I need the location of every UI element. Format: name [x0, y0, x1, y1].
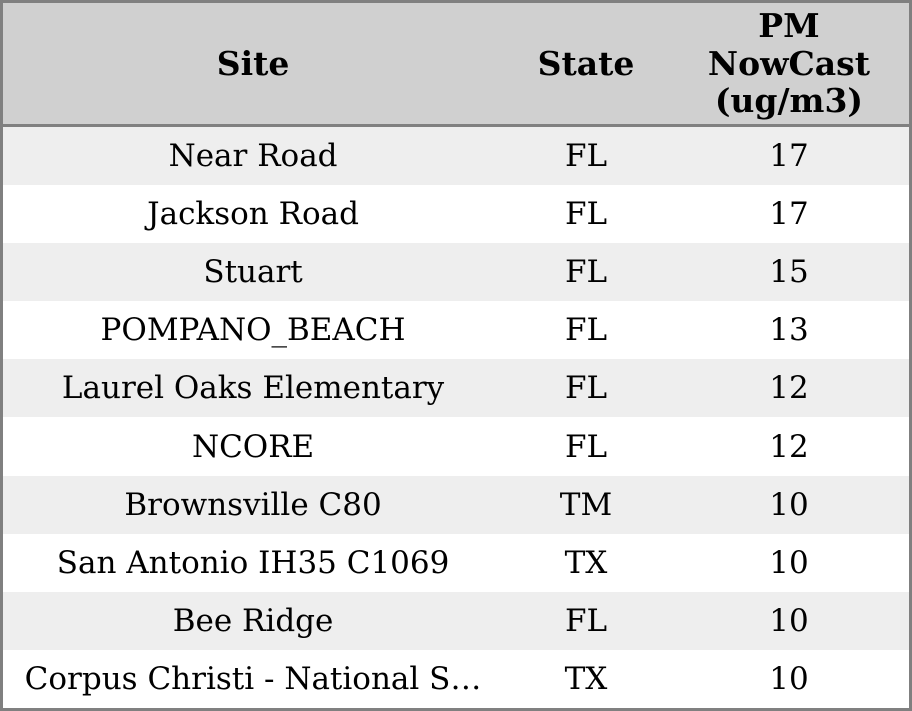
column-header-pm-nowcast-label: PM NowCast (ug/m3) — [707, 5, 870, 121]
table-body: Near Road FL 17 Jackson Road FL 17 Stuar… — [3, 127, 909, 708]
state-cell: FL — [564, 370, 608, 407]
state-cell: TX — [564, 544, 608, 581]
value-cell: 17 — [769, 138, 809, 175]
table-row: Stuart FL 15 — [3, 243, 909, 302]
value-cell: 10 — [769, 544, 809, 581]
value-cell: 10 — [769, 486, 809, 523]
value-cell: 12 — [769, 428, 809, 465]
state-cell: FL — [564, 602, 608, 639]
table-row: San Antonio IH35 C1069 TX 10 — [3, 533, 909, 592]
table-row: Bee Ridge FL 10 — [3, 591, 909, 650]
column-header-site[interactable]: Site — [216, 44, 290, 83]
value-cell: 12 — [769, 370, 809, 407]
state-cell: TM — [559, 486, 613, 523]
table-row: Brownsville C80 TM 10 — [3, 475, 909, 534]
site-cell: Jackson Road — [147, 196, 359, 233]
site-cell: POMPANO_BEACH — [100, 312, 406, 349]
value-cell: 10 — [769, 602, 809, 639]
table-row: Laurel Oaks Elementary FL 12 — [3, 359, 909, 418]
site-cell: Brownsville C80 — [124, 486, 382, 523]
state-cell: FL — [564, 312, 608, 349]
state-cell: FL — [564, 254, 608, 291]
state-cell: FL — [564, 138, 608, 175]
table-row: NCORE FL 12 — [3, 417, 909, 476]
site-cell: Corpus Christi - National S… — [24, 660, 482, 697]
value-cell: 15 — [769, 254, 809, 291]
table-header: Site State PM NowCast (ug/m3) — [3, 3, 909, 127]
table-row: Corpus Christi - National S… TX 10 — [3, 649, 909, 708]
state-cell: TX — [564, 660, 608, 697]
table-row: Near Road FL 17 — [3, 127, 909, 186]
site-cell: Laurel Oaks Elementary — [61, 370, 445, 407]
column-header-pm-nowcast[interactable]: PM NowCast (ug/m3) — [669, 5, 909, 121]
site-cell: San Antonio IH35 C1069 — [56, 544, 450, 581]
site-cell: NCORE — [191, 428, 315, 465]
state-cell: FL — [564, 196, 608, 233]
state-cell: FL — [564, 428, 608, 465]
table-row: POMPANO_BEACH FL 13 — [3, 301, 909, 360]
site-cell: Bee Ridge — [172, 602, 334, 639]
site-cell: Stuart — [203, 254, 303, 291]
site-cell: Near Road — [168, 138, 338, 175]
value-cell: 17 — [769, 196, 809, 233]
value-cell: 10 — [769, 660, 809, 697]
column-header-state[interactable]: State — [537, 43, 635, 83]
table-row: Jackson Road FL 17 — [3, 185, 909, 244]
value-cell: 13 — [769, 312, 809, 349]
